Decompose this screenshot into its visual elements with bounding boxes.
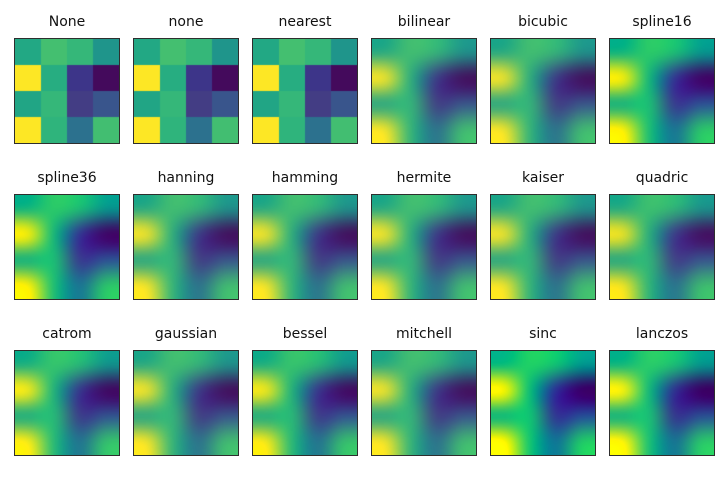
subplot-mitchell: mitchell bbox=[371, 324, 477, 456]
image-frame bbox=[490, 350, 596, 456]
interpolated-image bbox=[372, 351, 476, 455]
image-frame bbox=[133, 350, 239, 456]
subplot-title: none bbox=[168, 14, 204, 30]
subplot-title: kaiser bbox=[522, 170, 564, 186]
interpolated-image bbox=[134, 351, 238, 455]
image-frame bbox=[14, 38, 120, 144]
subplot-quadric: quadric bbox=[609, 168, 715, 300]
subplot-hermite: hermite bbox=[371, 168, 477, 300]
subplot-bilinear: bilinear bbox=[371, 12, 477, 144]
subplot-title: hanning bbox=[157, 170, 215, 186]
subplot-title: hermite bbox=[396, 170, 452, 186]
subplot-title: spline36 bbox=[37, 170, 97, 186]
subplot-title: hamming bbox=[271, 170, 339, 186]
subplot-bessel: bessel bbox=[252, 324, 358, 456]
image-frame bbox=[609, 194, 715, 300]
subplot-title: catrom bbox=[42, 326, 92, 342]
image-frame bbox=[14, 194, 120, 300]
subplot-title: sinc bbox=[529, 326, 557, 342]
subplot-title: mitchell bbox=[396, 326, 452, 342]
interpolated-image bbox=[15, 351, 119, 455]
image-frame bbox=[252, 350, 358, 456]
interpolated-image bbox=[253, 195, 357, 299]
image-frame bbox=[490, 194, 596, 300]
interpolated-image bbox=[134, 195, 238, 299]
subplot-title: quadric bbox=[635, 170, 689, 186]
image-frame bbox=[371, 38, 477, 144]
image-frame bbox=[252, 38, 358, 144]
subplot-bicubic: bicubic bbox=[490, 12, 596, 144]
image-frame bbox=[133, 38, 239, 144]
subplot-title: bessel bbox=[282, 326, 328, 342]
subplot-title: bilinear bbox=[397, 14, 451, 30]
interpolated-image bbox=[253, 39, 357, 143]
image-frame bbox=[14, 350, 120, 456]
image-frame bbox=[609, 38, 715, 144]
subplot-title: nearest bbox=[278, 14, 332, 30]
interpolated-image bbox=[610, 195, 714, 299]
image-frame bbox=[609, 350, 715, 456]
subplot-title: bicubic bbox=[518, 14, 568, 30]
interpolated-image bbox=[15, 195, 119, 299]
subplot-title: None bbox=[48, 14, 86, 30]
interpolated-image bbox=[253, 351, 357, 455]
subplot-none: None bbox=[14, 12, 120, 144]
subplot-title: lanczos bbox=[635, 326, 689, 342]
interpolated-image bbox=[134, 39, 238, 143]
subplot-title: spline16 bbox=[632, 14, 692, 30]
interpolated-image bbox=[372, 39, 476, 143]
image-frame bbox=[133, 194, 239, 300]
interpolated-image bbox=[491, 195, 595, 299]
interpolated-image bbox=[15, 39, 119, 143]
subplot-lanczos: lanczos bbox=[609, 324, 715, 456]
interpolated-image bbox=[610, 351, 714, 455]
subplot-hamming: hamming bbox=[252, 168, 358, 300]
subplot-gaussian: gaussian bbox=[133, 324, 239, 456]
image-frame bbox=[252, 194, 358, 300]
subplot-hanning: hanning bbox=[133, 168, 239, 300]
interpolated-image bbox=[491, 351, 595, 455]
subplot-title: gaussian bbox=[154, 326, 218, 342]
subplot-kaiser: kaiser bbox=[490, 168, 596, 300]
interpolated-image bbox=[372, 195, 476, 299]
subplot-sinc: sinc bbox=[490, 324, 596, 456]
subplot-spline36: spline36 bbox=[14, 168, 120, 300]
image-frame bbox=[490, 38, 596, 144]
image-frame bbox=[371, 350, 477, 456]
interpolated-image bbox=[491, 39, 595, 143]
subplot-spline16: spline16 bbox=[609, 12, 715, 144]
subplot-catrom: catrom bbox=[14, 324, 120, 456]
interpolated-image bbox=[610, 39, 714, 143]
subplot-nearest: nearest bbox=[252, 12, 358, 144]
subplot-grid: None none nearest bilinear bicubic splin… bbox=[14, 12, 715, 456]
subplot-none: none bbox=[133, 12, 239, 144]
image-frame bbox=[371, 194, 477, 300]
